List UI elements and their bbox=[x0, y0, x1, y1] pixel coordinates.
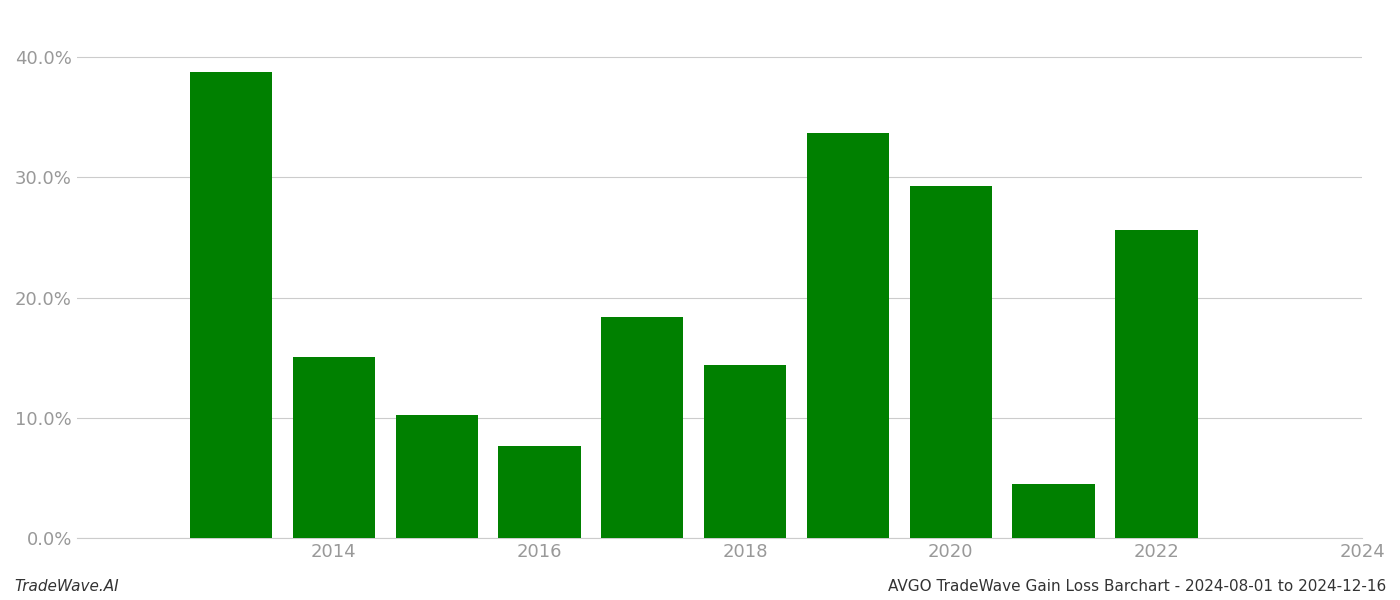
Bar bbox=[910, 186, 993, 538]
Bar bbox=[806, 133, 889, 538]
Bar bbox=[704, 365, 787, 538]
Bar bbox=[293, 356, 375, 538]
Bar bbox=[396, 415, 477, 538]
Text: TradeWave.AI: TradeWave.AI bbox=[14, 579, 119, 594]
Bar bbox=[1116, 230, 1197, 538]
Bar bbox=[498, 446, 581, 538]
Bar bbox=[1012, 484, 1095, 538]
Bar bbox=[190, 71, 272, 538]
Text: AVGO TradeWave Gain Loss Barchart - 2024-08-01 to 2024-12-16: AVGO TradeWave Gain Loss Barchart - 2024… bbox=[888, 579, 1386, 594]
Bar bbox=[601, 317, 683, 538]
